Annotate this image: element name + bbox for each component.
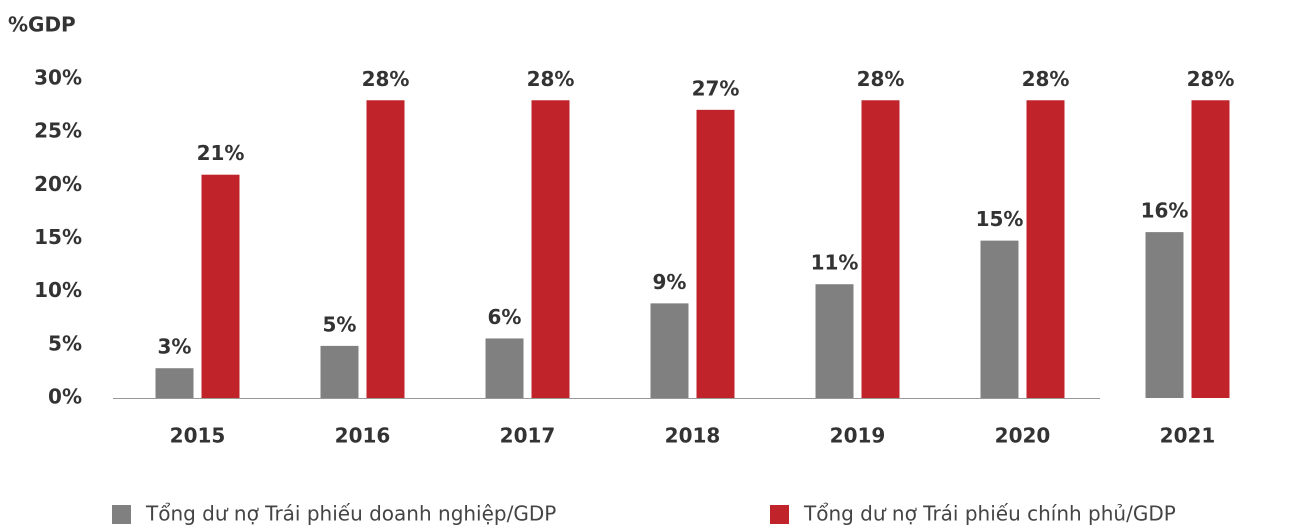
bar [815,284,854,398]
y-tick-label: 5% [48,331,82,355]
y-tick-label: 10% [34,278,82,302]
bar [320,345,359,398]
value-label: 28% [857,67,905,91]
x-tick-label: 2019 [830,424,886,448]
x-tick-label: 2020 [995,424,1051,448]
value-label: 28% [1187,67,1235,91]
x-tick-label: 2016 [335,424,391,448]
value-label: 9% [653,270,687,294]
bar [650,303,689,398]
value-label: 28% [1022,67,1070,91]
bar [485,338,524,398]
value-label: 21% [197,141,245,165]
value-label: 15% [976,207,1024,231]
value-label: 27% [692,76,740,100]
value-label: 5% [323,312,357,336]
x-tick-label: 2018 [665,424,721,448]
x-tick-label: 2017 [500,424,556,448]
bar [201,174,240,398]
y-tick-label: 15% [34,225,82,249]
bar [861,100,900,399]
bar [980,240,1019,398]
bar [155,368,194,398]
value-label: 6% [488,305,522,329]
value-label: 16% [1141,199,1189,223]
value-label: 3% [158,335,192,359]
legend-label: Tổng dư nợ Trái phiếu doanh nghiệp/GDP [145,502,556,526]
legend-swatch [770,505,789,524]
y-tick-label: 0% [48,385,82,409]
legend-label: Tổng dư nợ Trái phiếu chính phủ/GDP [803,502,1176,526]
bar [1191,100,1230,399]
bar [696,109,735,398]
x-tick-label: 2021 [1160,424,1216,448]
y-tick-label: 25% [34,119,82,143]
legend-swatch [112,505,131,524]
y-axis-label: %GDP [8,13,76,37]
bar [1026,100,1065,399]
bar [531,100,570,399]
y-tick-label: 20% [34,172,82,196]
y-tick-label: 30% [34,66,82,90]
x-tick-label: 2015 [170,424,226,448]
value-label: 11% [811,251,859,275]
bar [366,100,405,399]
value-label: 28% [362,67,410,91]
value-label: 28% [527,67,575,91]
bar [1145,232,1184,398]
